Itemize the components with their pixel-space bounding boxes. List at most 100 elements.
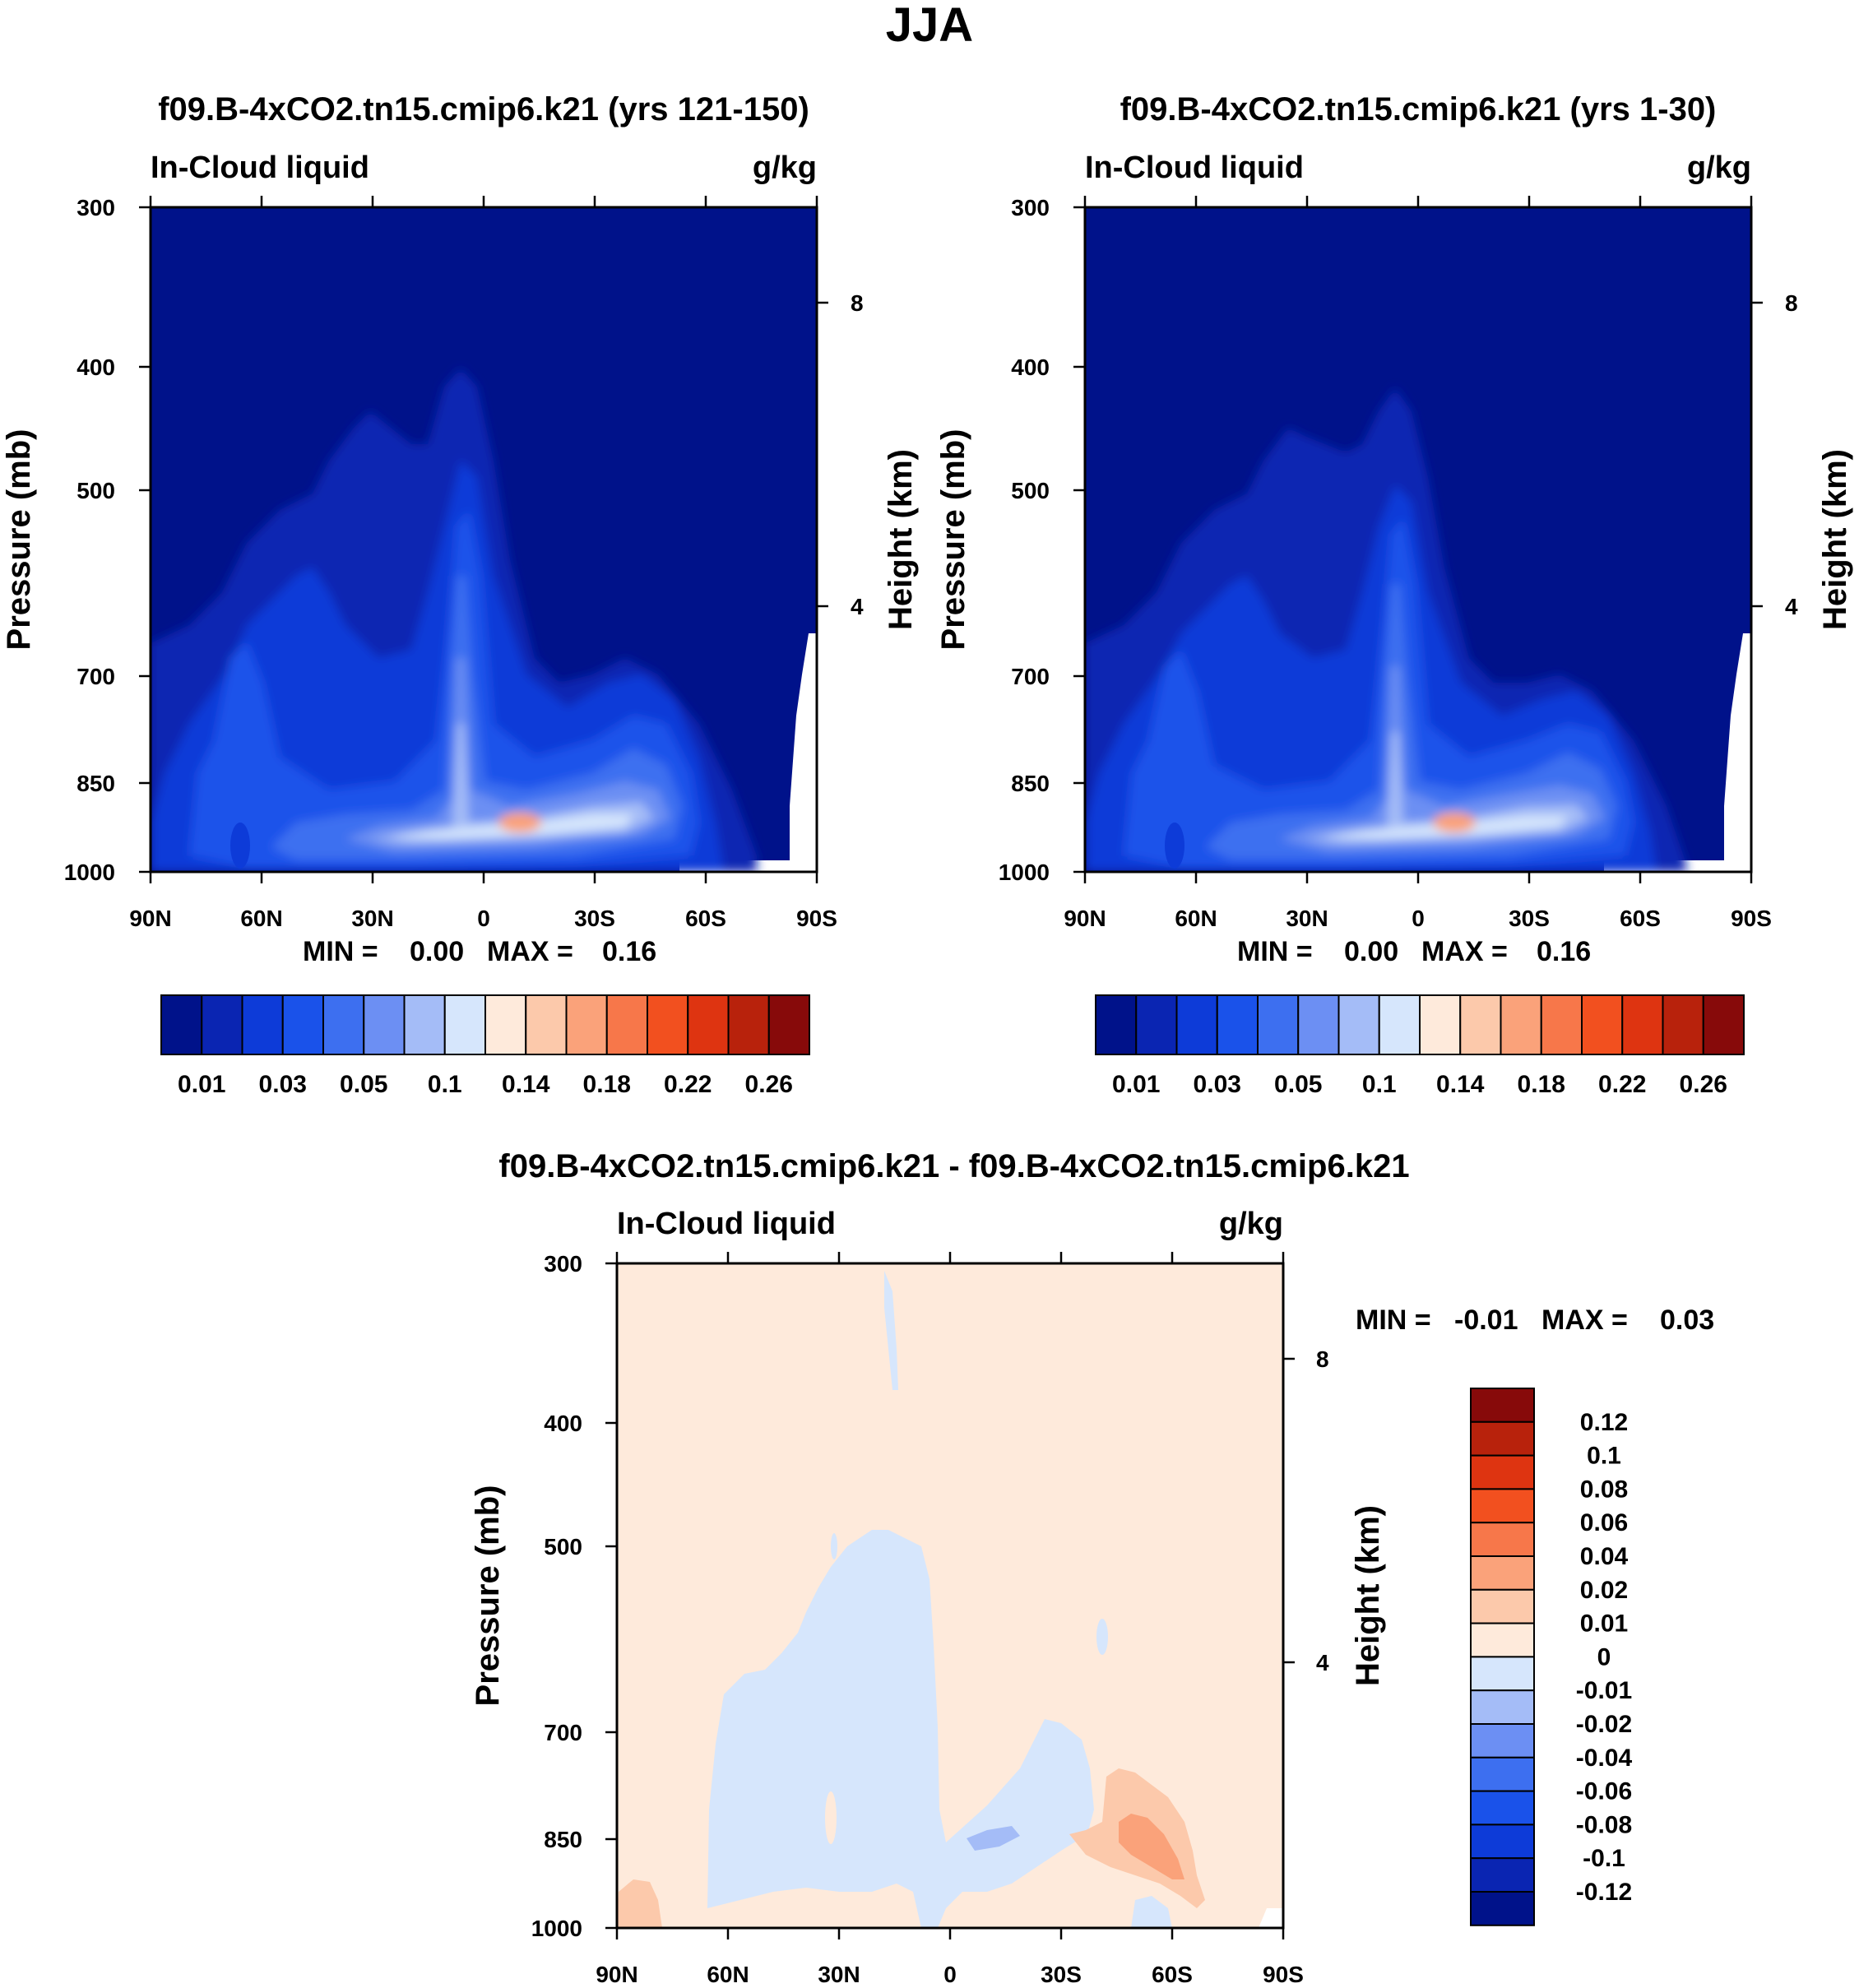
panel-c-min-label: MIN =	[1356, 1304, 1431, 1336]
panel-a-y-tick-label: 850	[76, 771, 115, 796]
colorbar-label: -0.02	[1576, 1711, 1632, 1738]
panel-b-max-label: MAX =	[1421, 936, 1508, 967]
colorbar-swatch	[1500, 994, 1542, 1055]
panel-a-max-value: 0.16	[602, 936, 656, 967]
panel-a-y-tick-label: 400	[76, 355, 115, 380]
colorbar-swatch	[1297, 994, 1340, 1055]
colorbar-label: 0.01	[1112, 1071, 1160, 1098]
panel-b-title: f09.B-4xCO2.tn15.cmip6.k21 (yrs 1-30)	[1120, 91, 1717, 127]
panel-a-field	[151, 207, 817, 872]
panel-b-x-tick-label: 90N	[1064, 906, 1106, 931]
colorbar-swatch	[484, 994, 527, 1055]
panel-b-contour-6	[1305, 732, 1588, 843]
colorbar-label: 0.18	[583, 1071, 631, 1098]
panel-c-ylabel-right: Height (km)	[1350, 1505, 1386, 1686]
panel-a-max-label: MAX =	[487, 936, 573, 967]
colorbar-swatch	[1470, 1689, 1535, 1725]
panel-a-y-tick-label: 1000	[64, 860, 115, 885]
panel-c-x-ticks	[615, 1252, 1285, 1939]
panel-b-x-tick-label: 60N	[1175, 906, 1217, 931]
panel-c-negative-corner	[1131, 1896, 1172, 1928]
colorbar-swatch	[1378, 994, 1421, 1055]
panel-c-y-tick-label: 1000	[531, 1916, 582, 1941]
panel-c-max-region-inner	[1119, 1814, 1184, 1879]
colorbar-swatch	[1459, 994, 1502, 1055]
colorbar-label: 0.14	[502, 1071, 550, 1098]
panel-b-y-tick-label: 700	[1011, 664, 1050, 689]
colorbar-swatch	[1470, 1891, 1535, 1926]
colorbar-swatch	[1470, 1790, 1535, 1826]
panel-c-missing-edge	[1259, 1908, 1283, 1928]
panel-c-y-ticks	[605, 1262, 1295, 1930]
colorbar-label: -0.06	[1576, 1778, 1632, 1805]
panel-a-min-value: 0.00	[410, 936, 464, 967]
panel-a-subtitle-right: g/kg	[753, 151, 817, 185]
colorbar-swatch	[363, 994, 406, 1055]
colorbar-label: 0.26	[1680, 1071, 1727, 1098]
panel-b-x-tick-label: 60S	[1620, 906, 1661, 931]
panel-c-x-tick-label: 0	[943, 1962, 957, 1987]
colorbar-swatch	[1470, 1656, 1535, 1692]
panel-b: f09.B-4xCO2.tn15.cmip6.k21 (yrs 1-30) In…	[935, 91, 1853, 1098]
panel-c-y-tick-label: 400	[544, 1411, 582, 1436]
panel-c-y-right-tick-label: 8	[1316, 1346, 1329, 1372]
colorbar-swatch	[1419, 994, 1462, 1055]
colorbar-label: 0.05	[340, 1071, 387, 1098]
colorbar-label: 0.22	[1598, 1071, 1646, 1098]
colorbar-swatch	[727, 994, 770, 1055]
colorbar-label: 0.18	[1518, 1071, 1565, 1098]
panel-c-y-tick-label: 850	[544, 1827, 582, 1852]
colorbar-swatch	[767, 994, 810, 1055]
colorbar-label: 0.12	[1580, 1409, 1628, 1436]
panel-b-min-value: 0.00	[1344, 936, 1398, 967]
colorbar-label: 0.03	[259, 1071, 307, 1098]
colorbar-swatch	[281, 994, 324, 1055]
panel-b-subtitle-left: In-Cloud liquid	[1085, 151, 1304, 185]
panel-b-x-tick-label: 90S	[1731, 906, 1772, 931]
panel-b-x-tick-label: 30S	[1509, 906, 1550, 931]
colorbar-label: 0.06	[1580, 1509, 1628, 1536]
panel-a: f09.B-4xCO2.tn15.cmip6.k21 (yrs 121-150)…	[1, 91, 919, 1098]
colorbar-swatch	[1470, 1522, 1535, 1557]
colorbar-swatch	[1216, 994, 1259, 1055]
panel-a-colorbar: 0.01 0.03 0.05 0.1 0.14 0.18 0.22 0.26	[160, 994, 810, 1098]
colorbar-label: 0.26	[745, 1071, 793, 1098]
colorbar-label: 0.1	[1587, 1443, 1621, 1470]
colorbar-swatch	[565, 994, 608, 1055]
panel-b-contour-4	[1206, 584, 1617, 860]
panel-c-x-tick-label: 60S	[1152, 1962, 1193, 1987]
panel-b-y-tick-label: 850	[1011, 771, 1050, 796]
panel-a-x-tick-label: 90N	[129, 906, 171, 931]
panel-c-min-region	[967, 1826, 1020, 1851]
panel-b-field	[1085, 207, 1751, 872]
colorbar-swatch	[1702, 994, 1745, 1055]
panel-b-x-tick-label: 0	[1412, 906, 1425, 931]
panel-b-min-label: MIN =	[1237, 936, 1313, 967]
panel-c-x-tick-label: 60N	[707, 1962, 749, 1987]
panel-b-y-right-tick-label: 4	[1785, 594, 1798, 619]
panel-c-negative-blob	[1096, 1619, 1108, 1655]
panel-a-ylabel: Pressure (mb)	[1, 429, 37, 651]
colorbar-label: 0.1	[428, 1071, 462, 1098]
panel-a-x-tick-label: 30S	[574, 906, 615, 931]
colorbar-swatch	[647, 994, 689, 1055]
colorbar-swatch	[443, 994, 486, 1055]
colorbar-label: -0.1	[1583, 1845, 1625, 1872]
panel-b-ylabel: Pressure (mb)	[935, 429, 971, 651]
panel-c-x-tick-label: 30N	[818, 1962, 860, 1987]
panel-c-subtitle-right: g/kg	[1219, 1207, 1283, 1241]
colorbar-swatch	[1470, 1488, 1535, 1524]
panel-c-y-right-tick-label: 4	[1316, 1650, 1329, 1675]
panel-c: f09.B-4xCO2.tn15.cmip6.k21 - f09.B-4xCO2…	[470, 1148, 1714, 1987]
panel-a-y-right-tick-label: 8	[851, 290, 864, 316]
panel-a-x-tick-label: 30N	[351, 906, 393, 931]
colorbar-swatch	[1135, 994, 1178, 1055]
panel-b-y-ticks	[1073, 206, 1763, 874]
colorbar-label: 0.05	[1274, 1071, 1322, 1098]
colorbar-swatch	[1337, 994, 1380, 1055]
colorbar-swatch	[525, 994, 568, 1055]
panel-c-positive-corner	[617, 1879, 662, 1928]
panel-c-subtitle-left: In-Cloud liquid	[617, 1207, 836, 1241]
panel-a-title: f09.B-4xCO2.tn15.cmip6.k21 (yrs 121-150)	[158, 91, 809, 127]
colorbar-swatch	[1662, 994, 1704, 1055]
